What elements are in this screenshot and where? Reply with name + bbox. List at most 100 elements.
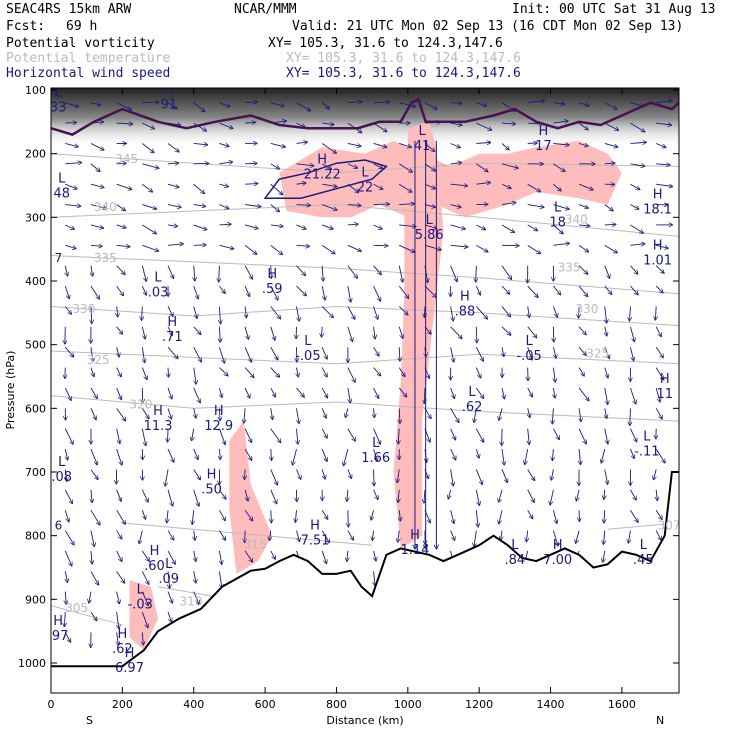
wind-vector — [501, 306, 510, 316]
wind-vector — [321, 387, 327, 398]
wind-vector — [528, 408, 530, 417]
center-value-label: 11.3 — [144, 419, 173, 434]
wind-vector — [296, 122, 304, 127]
y-tick-label: 400 — [25, 275, 46, 288]
wind-vector — [322, 265, 323, 281]
wind-vector — [552, 408, 553, 423]
wind-vector — [450, 306, 454, 320]
wind-vector — [527, 387, 533, 397]
wind-vector — [578, 387, 589, 401]
wind-vector — [450, 163, 462, 164]
wind-vector — [322, 224, 333, 229]
center-value-label: 1.01 — [643, 254, 672, 269]
wind-vector — [167, 183, 179, 187]
wind-vector — [244, 428, 251, 442]
wind-vector — [321, 244, 335, 253]
wind-vector — [167, 102, 177, 109]
wind-vector — [321, 469, 325, 478]
contour-label: 340 — [565, 213, 588, 227]
wind-vector — [296, 142, 306, 143]
x-tick-label: 1600 — [608, 698, 636, 711]
wind-vector — [116, 571, 125, 582]
y-tick-label: 800 — [25, 530, 46, 543]
wind-vector — [90, 530, 94, 547]
wind-vector — [347, 550, 348, 561]
wind-vector — [90, 163, 100, 172]
center-value-label: 11 — [656, 387, 673, 402]
wind-vector — [604, 530, 605, 544]
wind-vector — [65, 448, 67, 460]
wind-vector — [270, 102, 284, 106]
wind-vector — [553, 183, 560, 190]
wind-vector — [141, 591, 148, 606]
center-value-label: 1.66 — [361, 451, 390, 466]
center-value-label: -.05 — [516, 349, 541, 364]
pv-shaded-region — [393, 121, 444, 549]
wind-vector — [605, 306, 607, 322]
wind-vector — [270, 367, 280, 377]
x-tick-label: 200 — [112, 698, 133, 711]
wind-vector — [655, 285, 663, 293]
wind-vector — [527, 347, 532, 360]
y-tick-label: 300 — [25, 211, 46, 224]
wind-vector — [656, 101, 672, 103]
contour-label: 345 — [115, 152, 138, 166]
wind-vector — [270, 387, 276, 397]
wind-vector — [476, 163, 487, 172]
wind-vector — [502, 387, 504, 398]
wind-vector — [553, 243, 569, 245]
wind-vector — [578, 244, 588, 251]
wind-vector — [90, 408, 96, 419]
wind-vector — [64, 387, 71, 400]
wind-vector — [655, 408, 662, 418]
y-tick-label: 200 — [25, 148, 46, 161]
pressure-center: L-.11 — [634, 430, 659, 460]
center-value-label: 21.22 — [304, 168, 341, 183]
wind-vector — [244, 489, 248, 501]
wind-vector — [605, 408, 607, 418]
wind-vector — [193, 489, 199, 506]
pressure-center: H7.00 — [543, 538, 572, 568]
wind-vector — [399, 204, 414, 205]
wind-vector — [193, 205, 206, 207]
wind-vector — [90, 204, 106, 209]
forecast-label: Fcst: — [6, 19, 46, 34]
wind-vector — [219, 224, 230, 225]
wind-vector — [399, 183, 411, 192]
wind-vector — [165, 469, 169, 485]
wind-vector — [347, 286, 351, 302]
x-tick-label: 1400 — [537, 698, 565, 711]
wind-vector — [270, 346, 278, 359]
valid-time: Valid: 21 UTC Mon 02 Sep 13 (16 CDT Mon … — [292, 19, 684, 34]
wind-vector — [91, 265, 93, 276]
wind-vector — [116, 163, 126, 164]
wind-vector — [552, 530, 558, 546]
wind-vector — [90, 285, 99, 299]
wind-vector — [550, 489, 554, 505]
wind-vector — [579, 225, 589, 226]
wind-vector — [65, 469, 67, 481]
wind-vector — [578, 285, 587, 296]
wind-vector — [90, 245, 102, 246]
wind-vector — [89, 591, 91, 603]
wind-vector — [168, 571, 170, 588]
wind-vector — [321, 428, 327, 438]
wind-vector — [270, 163, 279, 169]
wind-vector — [347, 265, 357, 278]
wind-vector — [450, 224, 465, 229]
wind-vector — [347, 224, 358, 225]
x-axis-left-end: S — [86, 714, 93, 727]
contour-label: 315 — [244, 537, 267, 551]
wind-vector — [270, 244, 282, 254]
pressure-center: H17 — [535, 124, 552, 154]
center-value-label: .84 — [505, 553, 526, 568]
wind-vector — [450, 103, 462, 104]
wind-vector — [399, 244, 414, 252]
wind-vector — [296, 387, 304, 397]
wind-vector — [296, 102, 310, 111]
wind-vector — [321, 286, 325, 300]
wind-vector — [476, 265, 477, 282]
wind-vector — [630, 244, 644, 246]
wind-vector — [141, 571, 148, 584]
wind-vector — [501, 143, 509, 149]
